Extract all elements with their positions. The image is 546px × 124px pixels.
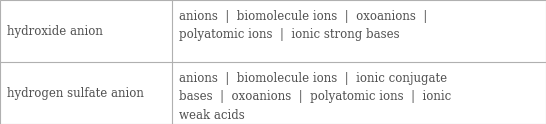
Text: hydrogen sulfate anion: hydrogen sulfate anion — [7, 87, 144, 99]
Text: anions  |  biomolecule ions  |  oxoanions  |
polyatomic ions  |  ionic strong ba: anions | biomolecule ions | oxoanions | … — [179, 10, 427, 41]
Text: anions  |  biomolecule ions  |  ionic conjugate
bases  |  oxoanions  |  polyatom: anions | biomolecule ions | ionic conjug… — [179, 72, 451, 122]
Text: hydroxide anion: hydroxide anion — [7, 25, 103, 37]
